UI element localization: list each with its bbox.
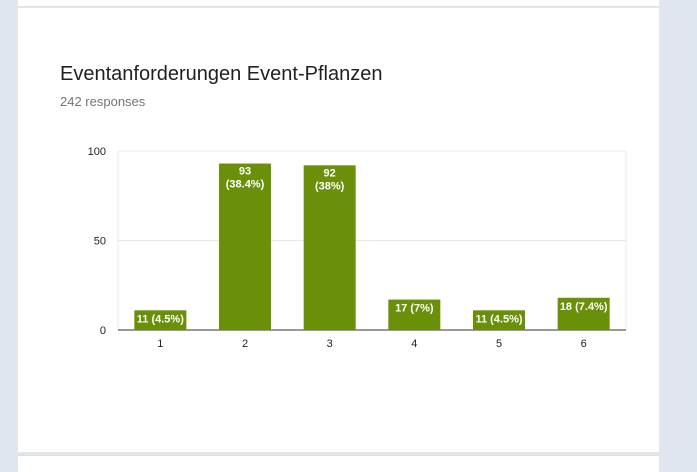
data-label: 92 (38%)	[315, 167, 345, 192]
data-label: 11 (4.5%)	[475, 313, 522, 325]
previous-card-edge	[18, 0, 659, 7]
data-label: 18 (7.4%)	[560, 301, 608, 313]
bar-5	[473, 310, 525, 330]
chart-gridlines	[117, 150, 627, 331]
y-axis-ticks: 0 50 100	[88, 146, 106, 337]
response-count: 242 responses	[60, 94, 146, 109]
bar-3	[303, 165, 356, 330]
bar-1	[134, 310, 187, 330]
bar-2	[219, 163, 271, 330]
question-title: Eventanforderungen Event-Pflanzen	[60, 63, 383, 85]
data-label: 93 (38.4%)	[226, 166, 265, 191]
next-card-edge	[18, 455, 659, 472]
bar-4	[388, 299, 441, 330]
x-tick-label: 1	[157, 338, 163, 350]
chart-bars	[134, 163, 610, 330]
y-tick-label: 50	[94, 236, 106, 248]
x-tick-label: 3	[327, 338, 333, 350]
x-tick-label: 2	[242, 338, 248, 350]
x-tick-label: 5	[496, 338, 502, 350]
bar-6	[557, 297, 610, 330]
x-axis-ticks: 1 2 3 4 5 6	[157, 338, 586, 350]
data-label: 17 (7%)	[395, 303, 434, 315]
data-label: 11 (4.5%)	[137, 313, 184, 325]
x-tick-label: 4	[411, 338, 417, 350]
x-tick-label: 6	[581, 338, 587, 350]
y-tick-label: 100	[88, 146, 106, 158]
data-labels: 11 (4.5%) 93 (38.4%) 92 (38%) 17 (7%) 11 (4.5%…	[137, 166, 608, 326]
y-tick-label: 0	[100, 325, 106, 337]
